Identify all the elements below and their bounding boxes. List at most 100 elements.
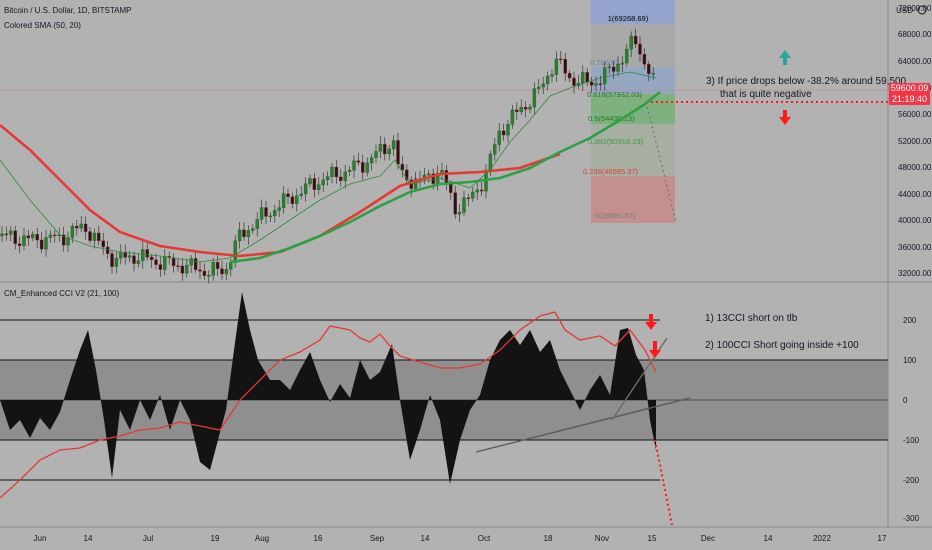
candle (149, 256, 154, 260)
countdown-value: 21:19:40 (891, 94, 928, 104)
cci-tick: -100 (903, 436, 920, 445)
cci-axis[interactable]: 200 100 0 -100 -200 -300 (903, 316, 920, 523)
time-tick: Jun (34, 534, 47, 543)
candle (163, 256, 167, 270)
fib-label-618: 0.618(57932.03) (587, 90, 643, 99)
candle (176, 265, 180, 267)
candle (229, 262, 233, 270)
cci-slow-line[interactable] (0, 311, 657, 499)
candle (633, 35, 638, 45)
candle (277, 207, 281, 211)
fib-retracement[interactable]: 1(69268.69) 0.786(62 0.618(57932.03) 0.5… (583, 0, 675, 223)
symbol-title[interactable]: Bitcoin / U.S. Dollar, 1D, BITSTAMP (4, 6, 132, 15)
candle (413, 178, 418, 189)
candle (92, 232, 97, 241)
time-tick: 19 (211, 534, 220, 543)
candle (145, 249, 149, 258)
time-tick: 14 (764, 534, 773, 543)
trendline-bottom[interactable] (475, 397, 691, 453)
arrow-up-icon[interactable] (779, 50, 791, 65)
candle (79, 223, 83, 229)
fib-label-500: 0.5(54430.13) (588, 114, 635, 123)
candle (114, 257, 119, 267)
candle (246, 230, 251, 237)
sma-slow-line[interactable] (0, 124, 561, 258)
time-axis[interactable]: Jun 14 Jul 19 Aug 16 Sep 14 Oct 18 Nov 15 Dec 14 2022 1… (34, 534, 887, 543)
fib-label-1: 1(69268.69) (608, 14, 649, 23)
candle (185, 264, 189, 274)
candle (255, 219, 259, 229)
price-tick: 32000.00 (898, 269, 932, 278)
candle (303, 183, 308, 195)
candle (589, 81, 594, 86)
candle (387, 148, 391, 155)
candle (189, 258, 193, 266)
candle (343, 171, 347, 181)
candle (361, 162, 365, 173)
candle (457, 212, 462, 215)
candle (127, 255, 132, 258)
candle (479, 189, 484, 192)
cci-note-1: 1) 13CCI short on tlb (705, 313, 798, 324)
cci-note-2: 2) 100CCI Short going inside +100 (705, 340, 859, 351)
price-tick: 36000.00 (898, 243, 932, 252)
sma-legend[interactable]: Colored SMA (50, 20) (4, 21, 81, 30)
candle (22, 235, 26, 246)
current-price-tag[interactable]: 59600.09 21:19:40 (889, 83, 930, 105)
candle (374, 151, 378, 158)
fib-label-0: 0(39591.57) (595, 211, 636, 220)
time-tick: 18 (544, 534, 553, 543)
fib-label-236: 0.236(46595.37) (583, 167, 639, 176)
candle (453, 192, 457, 215)
settings-icon[interactable]: USD (896, 5, 927, 15)
candle (334, 166, 339, 178)
fib-label-382: 0.382(50916.23) (588, 137, 644, 146)
candle (528, 106, 532, 110)
sma-thin-line[interactable] (0, 71, 657, 263)
price-pane[interactable] (0, 0, 888, 282)
arrow-down-icon[interactable] (649, 341, 661, 358)
candle (97, 232, 101, 241)
candle (290, 196, 295, 204)
cci-legend[interactable]: CM_Enhanced CCI V2 (21, 100) (4, 289, 120, 298)
candle (585, 72, 589, 83)
candle (471, 191, 475, 199)
candle (638, 43, 642, 55)
price-tick: 52000.00 (898, 137, 932, 146)
current-price-value: 59600.09 (890, 83, 929, 93)
arrow-down-icon[interactable] (779, 110, 791, 125)
arrow-down-icon[interactable] (645, 314, 657, 330)
time-tick: Jul (143, 534, 153, 543)
price-tick: 48000.00 (898, 163, 932, 172)
price-axis[interactable]: 68000.0064000.0060000.0056000.0052000.00… (898, 4, 932, 278)
candle (132, 255, 136, 264)
candle (17, 243, 22, 246)
candle (466, 197, 471, 199)
candle (211, 261, 215, 276)
candle (141, 249, 145, 261)
candle (330, 166, 334, 177)
candle (647, 63, 651, 74)
candle (26, 235, 31, 239)
candle (541, 83, 545, 88)
candle (321, 179, 325, 185)
fib-zone-top (591, 0, 675, 24)
price-tick: 40000.00 (898, 216, 932, 225)
fib-zone-786 (591, 24, 675, 67)
candlestick-series[interactable] (0, 28, 655, 284)
cci-fast-area[interactable] (0, 292, 656, 484)
candle (299, 193, 303, 196)
price-tick: 64000.00 (898, 57, 932, 66)
candle (136, 260, 141, 264)
time-tick: Oct (478, 534, 491, 543)
time-tick: 15 (648, 534, 657, 543)
time-tick: 14 (421, 534, 430, 543)
candle (4, 233, 9, 236)
candle (356, 160, 361, 163)
candle (180, 265, 185, 274)
projection-dotted-line[interactable] (645, 101, 677, 223)
candle (110, 253, 114, 267)
candle (567, 73, 572, 79)
candle (493, 144, 497, 155)
